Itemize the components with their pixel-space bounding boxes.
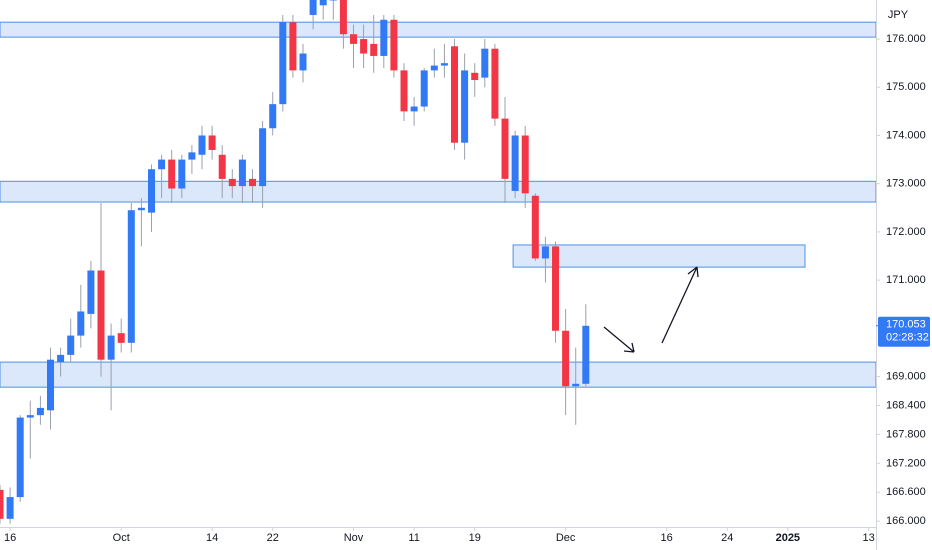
candle-body xyxy=(218,154,226,179)
candle-body xyxy=(158,159,166,170)
zone xyxy=(0,21,876,38)
candle-body xyxy=(501,118,509,179)
y-tick-label: 173.000 xyxy=(886,178,926,190)
y-tick-label: 166.600 xyxy=(886,486,926,498)
candle-body xyxy=(47,359,55,411)
candle-body xyxy=(77,311,85,336)
candle-body xyxy=(97,270,105,360)
annotation-arrows xyxy=(603,266,699,353)
y-tick-label: 166.000 xyxy=(886,515,926,527)
y-tick-label: 175.000 xyxy=(886,81,926,93)
candle-body xyxy=(430,65,438,71)
candle-body xyxy=(471,72,479,81)
candle-body xyxy=(208,135,216,150)
candle-body xyxy=(299,53,307,71)
current-price-box xyxy=(878,316,930,347)
candle-body xyxy=(440,63,448,66)
candle-body xyxy=(380,19,388,56)
candle-body xyxy=(319,0,327,6)
currency-label: JPY xyxy=(888,9,909,21)
arrow-down xyxy=(603,326,635,353)
candle-body xyxy=(0,489,4,519)
x-tick-label: 11 xyxy=(408,532,419,544)
candle-body xyxy=(521,135,529,194)
candle-body xyxy=(6,497,14,519)
zone xyxy=(0,361,876,388)
countdown-label: 02:28:32 xyxy=(886,332,929,344)
y-tick-label: 176.000 xyxy=(886,33,926,45)
candle-body xyxy=(249,178,257,187)
x-tick-label: Nov xyxy=(344,532,364,544)
candle-body xyxy=(410,106,418,112)
candle-body xyxy=(309,0,317,15)
candle-body xyxy=(541,246,549,259)
candle-body xyxy=(148,169,156,213)
zone xyxy=(0,180,876,203)
candle-body xyxy=(481,48,489,78)
candle-body xyxy=(198,135,206,155)
y-tick-label: 172.000 xyxy=(886,226,926,238)
x-tick-label: 19 xyxy=(469,532,481,544)
y-tick-label: 171.000 xyxy=(886,274,926,286)
candle-body xyxy=(137,207,145,211)
x-tick-label: 16 xyxy=(4,532,16,544)
x-tick-label: 13 xyxy=(863,532,875,544)
candle-body xyxy=(350,34,358,44)
candle-body xyxy=(117,333,125,343)
candle-body xyxy=(178,159,186,189)
x-tick-label: 14 xyxy=(206,532,218,544)
y-tick-label: 169.000 xyxy=(886,370,926,382)
x-tick-label: Oct xyxy=(113,532,130,544)
arrow-up xyxy=(661,266,699,344)
candle-body xyxy=(238,159,246,187)
candle-body xyxy=(451,46,459,143)
candle-body xyxy=(390,19,398,71)
current-price-label: 170.053 xyxy=(886,319,926,331)
candle-body xyxy=(370,43,378,56)
candle-body xyxy=(87,270,95,314)
candle-body xyxy=(562,330,570,387)
candle-body xyxy=(420,70,428,107)
x-tick-label: Dec xyxy=(556,532,576,544)
candle-body xyxy=(26,415,34,418)
candle-body xyxy=(168,159,176,189)
x-tick-label: 16 xyxy=(660,532,672,544)
candle-body xyxy=(127,210,135,343)
candle-body xyxy=(57,354,65,363)
candle-body xyxy=(36,407,44,416)
candle-body xyxy=(259,128,267,187)
candle-body xyxy=(269,104,277,129)
candle-body xyxy=(228,178,236,187)
candle-body xyxy=(552,246,560,331)
candle-body xyxy=(360,39,368,54)
x-tick-label: 2025 xyxy=(776,532,800,544)
plot-area xyxy=(0,0,876,524)
candle-body xyxy=(582,325,590,384)
candle-body xyxy=(572,383,580,387)
candle-body xyxy=(67,335,75,355)
y-tick-label: 168.400 xyxy=(886,399,926,411)
candle-body xyxy=(279,22,287,105)
candle-body xyxy=(16,417,24,498)
x-tick-label: 22 xyxy=(267,532,279,544)
candle-body xyxy=(107,335,115,360)
candle-body xyxy=(491,48,499,119)
candle-body xyxy=(511,135,519,191)
candle-body xyxy=(188,152,196,160)
y-tick-label: 167.200 xyxy=(886,457,926,469)
zone xyxy=(512,244,806,268)
candle-body xyxy=(289,22,297,71)
candle-body xyxy=(400,70,408,112)
candle-body xyxy=(531,195,539,259)
candle-body xyxy=(461,70,469,143)
y-tick-label: 167.800 xyxy=(886,428,926,440)
x-tick-label: 24 xyxy=(721,532,733,544)
y-tick-label: 174.000 xyxy=(886,129,926,141)
candle-body xyxy=(339,0,347,35)
